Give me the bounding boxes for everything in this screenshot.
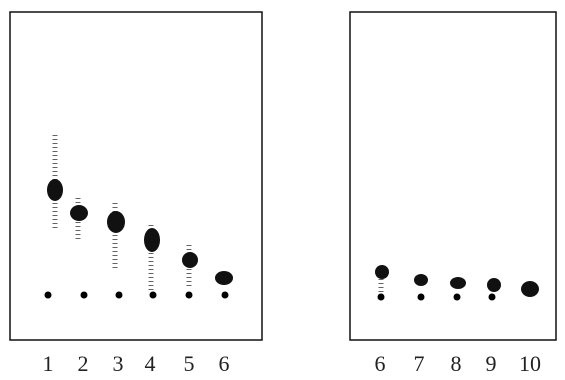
spot	[375, 265, 389, 279]
spot	[144, 228, 160, 252]
tlc-figure: 1 2 3 4 5 6 6 7 8 9 10	[0, 0, 565, 380]
spot	[70, 205, 88, 221]
spot	[450, 277, 466, 289]
lane-label: 3	[113, 351, 124, 376]
spot	[487, 278, 501, 292]
lane-label: 6	[375, 351, 386, 376]
spot	[215, 271, 233, 285]
lane-label: 1	[43, 351, 54, 376]
spot	[521, 281, 539, 297]
origin-dot	[489, 294, 496, 301]
origin-dot	[222, 292, 229, 299]
lane-label: 10	[519, 351, 541, 376]
lane-label: 4	[145, 351, 156, 376]
lane-label: 9	[486, 351, 497, 376]
spot	[182, 252, 198, 268]
origin-dot	[186, 292, 193, 299]
plate-2-lane-labels: 6 7 8 9 10	[375, 351, 542, 376]
lane-label: 5	[184, 351, 195, 376]
origin-dot	[116, 292, 123, 299]
origin-dot	[150, 292, 157, 299]
origin-dot	[81, 292, 88, 299]
origin-dot	[418, 294, 425, 301]
spot	[107, 211, 125, 233]
spot	[47, 179, 63, 201]
plate-1-lane-labels: 1 2 3 4 5 6	[43, 351, 230, 376]
lane-label: 2	[78, 351, 89, 376]
spot	[414, 274, 428, 286]
lane-label: 6	[219, 351, 230, 376]
lane-label: 8	[451, 351, 462, 376]
origin-dot	[454, 294, 461, 301]
origin-dot	[45, 292, 52, 299]
origin-dot	[378, 294, 385, 301]
plate	[10, 12, 262, 340]
lane-label: 7	[414, 351, 425, 376]
